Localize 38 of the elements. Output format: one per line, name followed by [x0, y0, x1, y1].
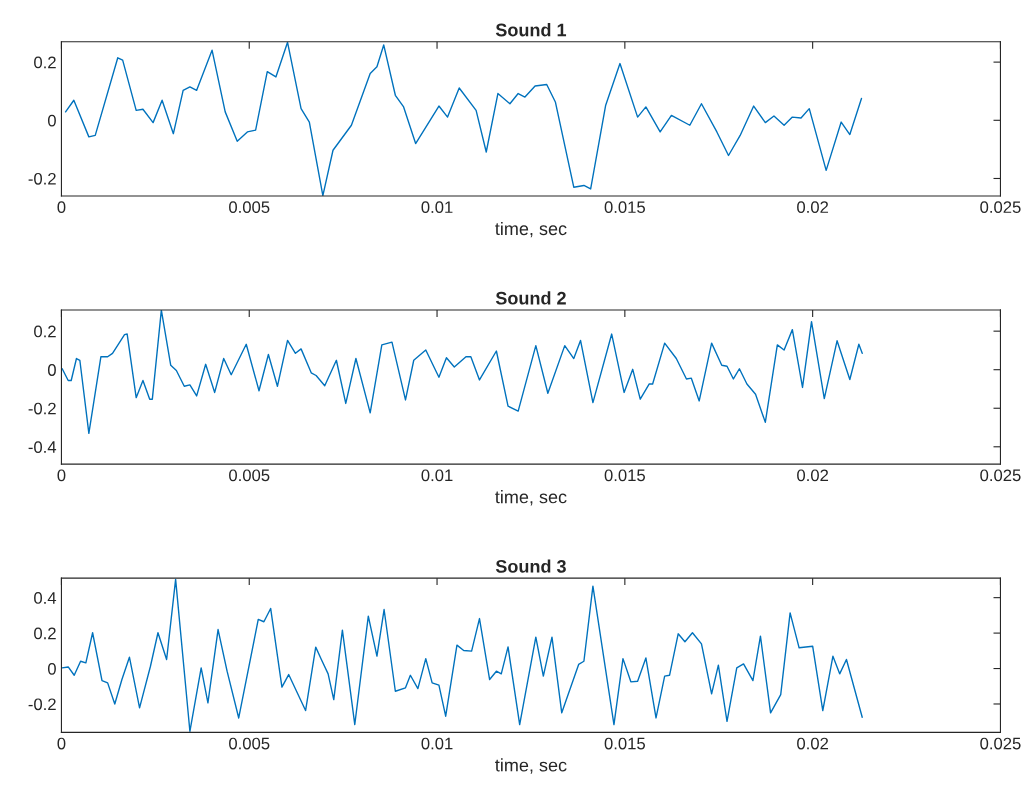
x-tick-label: 0.01	[421, 737, 453, 750]
y-tick-label: 0	[47, 364, 56, 376]
y-tick-label: 0.2	[34, 325, 56, 338]
x-tick-label: 0.01	[421, 201, 453, 214]
chart-title: Sound 3	[495, 559, 566, 573]
x-tick-label: 0.025	[980, 737, 1021, 750]
y-tick-label: -0.2	[28, 172, 56, 185]
x-tick-label: 0.015	[604, 737, 645, 750]
chart-title: Sound 1	[495, 23, 567, 37]
x-tick-label: 0.005	[229, 737, 270, 750]
y-tick-label: 0	[47, 662, 56, 675]
x-tick-label: 0.005	[229, 469, 270, 482]
x-tick-label: 0.02	[797, 469, 829, 482]
y-tick-label: -0.4	[28, 441, 57, 453]
y-tick-label: 0	[47, 114, 56, 127]
chart-title: Sound 2	[495, 291, 566, 305]
y-tick-label: 0.2	[34, 56, 56, 69]
x-tick-label: 0.01	[421, 469, 453, 482]
x-tick-label: 0.025	[980, 469, 1021, 482]
x-axis-title: time, sec	[495, 221, 567, 238]
x-tick-label: 0.015	[604, 469, 645, 482]
x-tick-label: 0.02	[797, 737, 829, 750]
x-tick-label: 0.02	[797, 201, 829, 214]
y-tick-label: 0.4	[34, 592, 57, 604]
line-series	[61, 578, 863, 732]
line-series	[61, 309, 863, 434]
x-tick-label: 0	[57, 201, 66, 214]
x-tick-label: 0.005	[229, 201, 270, 214]
line-series	[64, 41, 863, 196]
x-tick-label: 0.025	[980, 201, 1021, 214]
x-axis-title: time, sec	[495, 758, 567, 774]
y-tick-label: -0.2	[28, 698, 56, 711]
x-tick-label: 0	[57, 737, 66, 750]
x-tick-label: 0.015	[604, 201, 645, 214]
y-tick-label: 0.2	[34, 627, 56, 640]
x-axis-title: time, sec	[495, 490, 567, 506]
y-tick-label: -0.2	[28, 402, 56, 415]
x-tick-label: 0	[57, 469, 66, 482]
